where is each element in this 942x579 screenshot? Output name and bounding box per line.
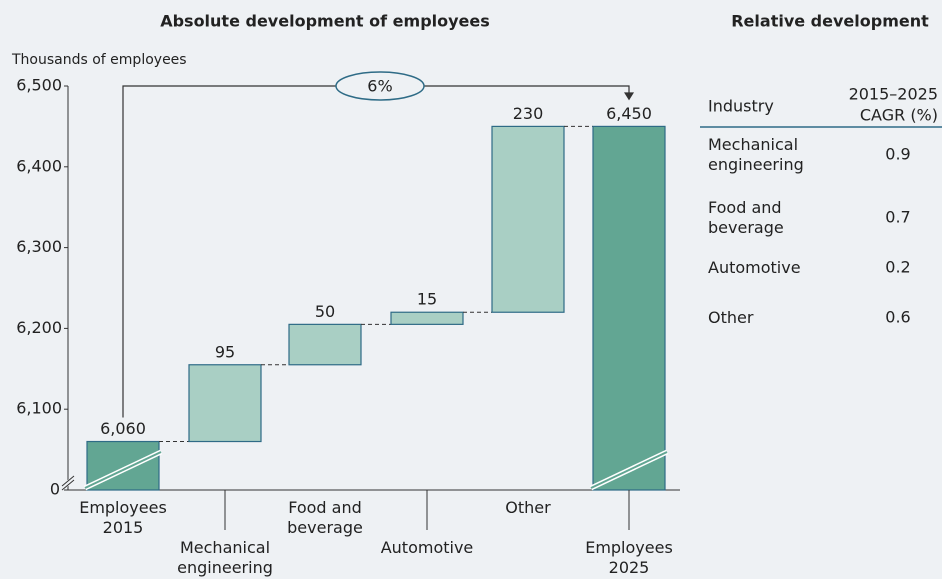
table-cell: Mechanical engineering bbox=[708, 135, 804, 174]
table-header: Industry bbox=[708, 97, 774, 116]
x-tick-label: Mechanical engineering bbox=[177, 538, 273, 577]
y-tick-label: 6,500 bbox=[16, 76, 62, 95]
x-tick-label: Employees 2015 bbox=[79, 498, 167, 537]
bar bbox=[592, 125, 666, 491]
y-axis-label: Thousands of employees bbox=[11, 52, 187, 68]
table-title: Relative development bbox=[731, 12, 929, 31]
axis-break bbox=[60, 476, 76, 490]
bar bbox=[188, 364, 262, 443]
x-tick-label: Employees 2025 bbox=[585, 538, 673, 577]
chart-title: Absolute development of employees bbox=[160, 12, 490, 31]
table-header: CAGR (%) bbox=[860, 106, 938, 125]
value-label: 6,450 bbox=[606, 104, 652, 123]
bar-break bbox=[84, 451, 162, 489]
bar bbox=[390, 311, 464, 325]
bar bbox=[288, 323, 362, 366]
annotation: 6% bbox=[367, 77, 392, 96]
y-tick-label: 6,300 bbox=[16, 237, 62, 256]
x-tick-label: Other bbox=[505, 498, 551, 517]
y-tick-label: 0 bbox=[50, 480, 60, 499]
y-tick-label: 6,200 bbox=[16, 318, 62, 337]
table-cell: 0.6 bbox=[885, 308, 910, 327]
bar bbox=[491, 125, 565, 313]
table-cell: Automotive bbox=[708, 258, 801, 277]
axis-break bbox=[61, 475, 75, 487]
axis-break bbox=[61, 479, 75, 491]
bar-break bbox=[590, 451, 668, 489]
table-cell: Other bbox=[708, 308, 754, 327]
arrow-head bbox=[624, 92, 634, 101]
table-header: 2015–2025 bbox=[849, 85, 938, 104]
x-tick-label: Food and beverage bbox=[287, 498, 363, 537]
annotation-ellipse bbox=[335, 71, 425, 101]
table-cell: 0.2 bbox=[885, 258, 910, 277]
table-cell: 0.9 bbox=[885, 145, 910, 164]
table-cell: Food and beverage bbox=[708, 198, 784, 237]
y-tick-label: 6,400 bbox=[16, 156, 62, 175]
value-label: 15 bbox=[417, 290, 437, 309]
value-label: 95 bbox=[215, 342, 235, 361]
x-tick-label: Automotive bbox=[381, 538, 474, 557]
y-tick-label: 6,100 bbox=[16, 399, 62, 418]
value-label: 6,060 bbox=[100, 419, 146, 438]
value-label: 50 bbox=[315, 302, 335, 321]
table-cell: 0.7 bbox=[885, 208, 910, 227]
value-label: 230 bbox=[513, 104, 544, 123]
